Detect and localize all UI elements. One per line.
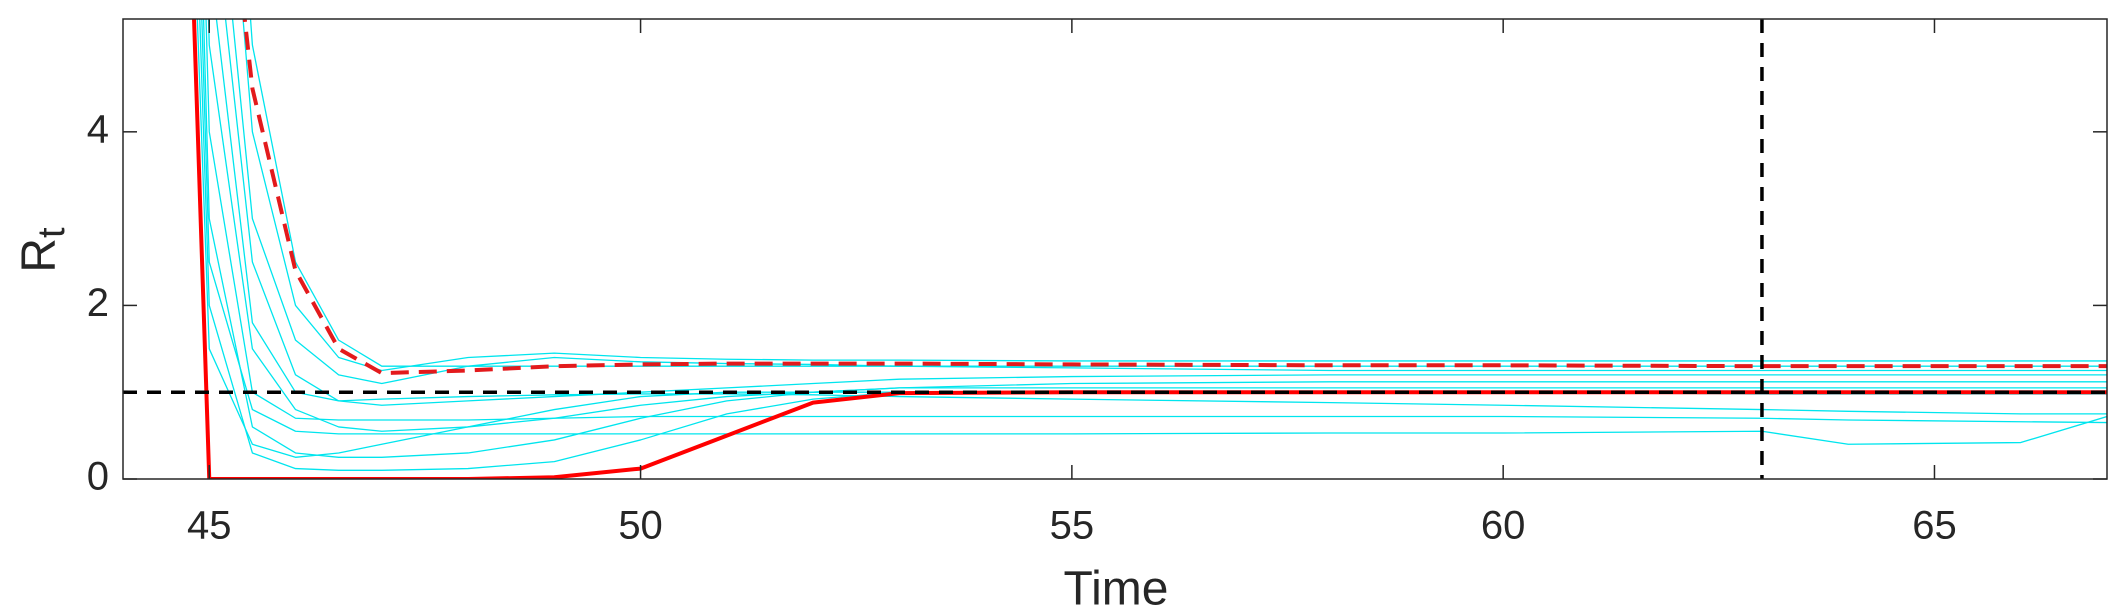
x-tick-label: 55 [1050,504,1095,548]
axes-box [122,18,2108,480]
dashed-line [242,19,2107,376]
x-tick-label: 60 [1481,504,1526,548]
x-tick-label: 45 [187,504,232,548]
y-tick-label: 0 [87,455,109,499]
y-tick-label: 2 [87,281,109,325]
y-label-main: R [13,238,66,273]
line [205,19,2107,424]
x-tick-label: 65 [1912,504,1957,548]
x-axis-label: Time [1064,563,1169,616]
y-axis-label: Rt [13,227,73,273]
line [224,19,2107,406]
x-tick-label: 50 [618,504,663,548]
y-label-sub: t [31,227,73,238]
plot-area [123,19,2107,479]
y-tick-label: 4 [87,107,109,151]
